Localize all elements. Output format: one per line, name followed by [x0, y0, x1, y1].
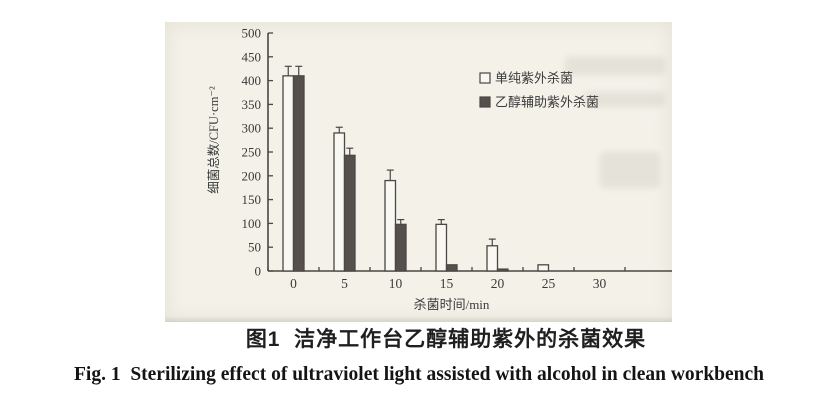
x-tick-label: 5	[341, 276, 348, 291]
y-tick-label: 200	[242, 168, 262, 183]
scan-bleedthrough-artifact	[585, 92, 665, 107]
bar-uv-only	[384, 179, 397, 272]
y-tick-label: 100	[242, 216, 262, 231]
bar-uv-only	[537, 264, 550, 272]
x-tick-label: 25	[542, 276, 556, 291]
figure-caption-zh: 图1 洁净工作台乙醇辅助紫外的杀菌效果	[245, 328, 647, 351]
bar-uv-alcohol	[292, 75, 305, 272]
scan-edge-shadow	[165, 316, 672, 322]
y-tick-label: 50	[248, 240, 261, 255]
legend-label: 单纯紫外杀菌	[495, 71, 573, 86]
bar-uv-alcohol	[445, 264, 458, 272]
bar-uv-alcohol	[343, 154, 356, 272]
scanned-figure: 0 50 100 150 200 250 300 350 400 450 500 0 5 10 15 20 25…	[165, 22, 672, 322]
x-tick-label: 15	[440, 276, 454, 291]
y-tick-label: 450	[242, 49, 262, 64]
y-axis-title: 细菌总数/CFU·cm⁻²	[206, 86, 221, 194]
bar-chart: 0 50 100 150 200 250 300 350 400 450 500 0 5 10 15 20 25…	[206, 26, 672, 312]
y-tick-label: 350	[242, 97, 262, 112]
y-tick-label: 0	[255, 264, 262, 279]
bar-uv-only	[282, 75, 295, 272]
x-axis-title: 杀菌时间/min	[414, 297, 490, 312]
x-tick-label: 30	[593, 276, 607, 291]
bar-uv-only	[333, 132, 346, 272]
scan-bleedthrough-artifact	[600, 152, 660, 188]
y-tick-label: 250	[242, 145, 262, 160]
scan-bleedthrough-artifact	[565, 57, 665, 75]
bar-uv-alcohol	[394, 223, 407, 272]
y-tick-label: 150	[242, 192, 262, 207]
x-tick-label: 10	[389, 276, 403, 291]
bar-uv-alcohol	[496, 268, 509, 272]
legend-swatch-open-icon	[479, 72, 491, 84]
y-tick-label: 400	[242, 73, 262, 88]
y-tick-label: 500	[242, 26, 262, 41]
x-tick-label: 20	[491, 276, 505, 291]
legend-label: 乙醇辅助紫外杀菌	[495, 95, 599, 110]
y-tick-label: 300	[242, 121, 262, 136]
figure-caption-en: Fig. 1 Sterilizing effect of ultraviolet…	[73, 364, 765, 385]
x-tick-label: 0	[290, 276, 297, 291]
bar-uv-only	[435, 223, 448, 272]
bar-uv-only	[486, 245, 499, 272]
legend-swatch-filled-icon	[479, 96, 491, 108]
